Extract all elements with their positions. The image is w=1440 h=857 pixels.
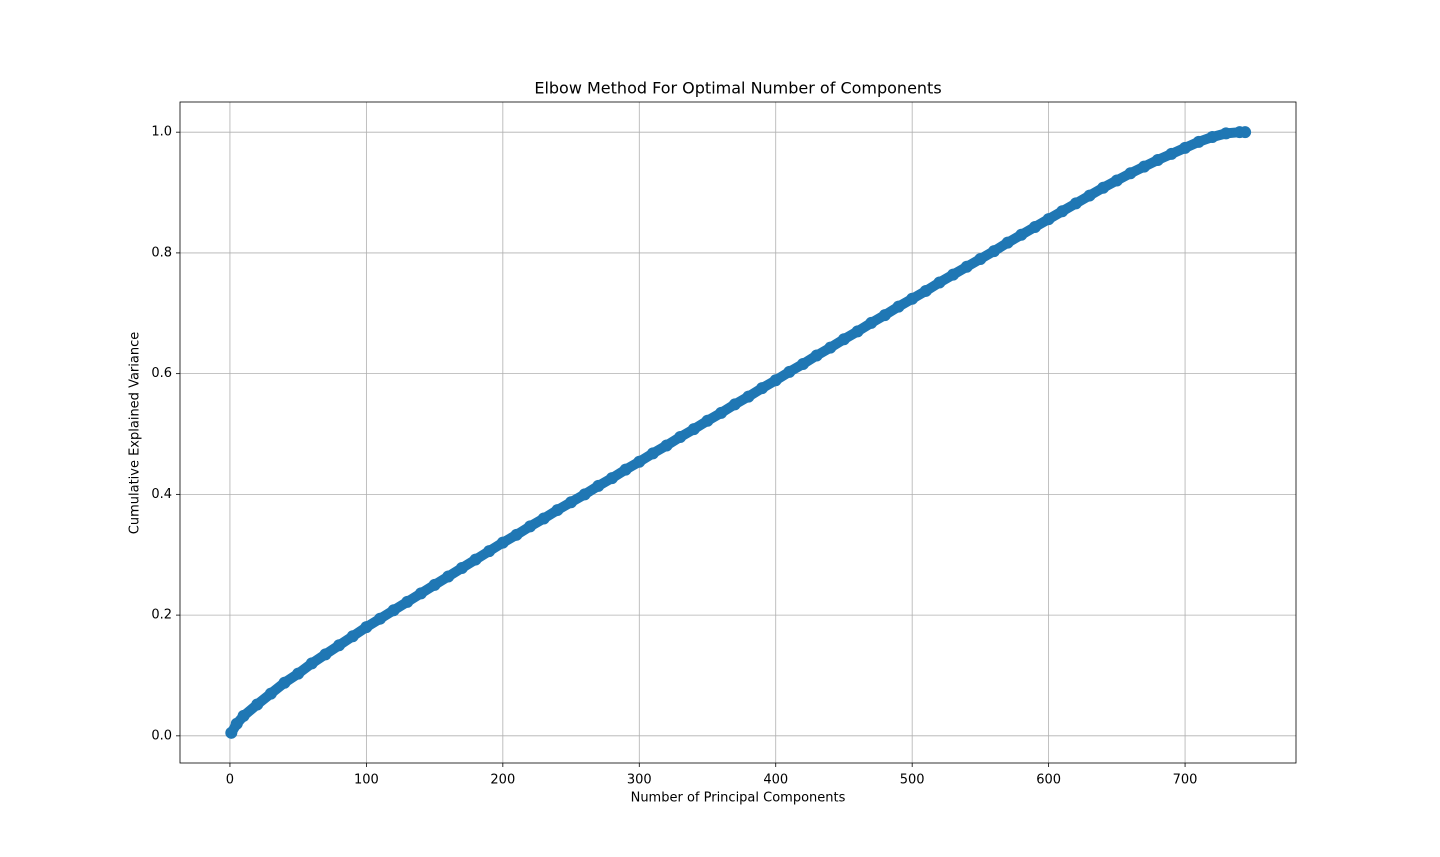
data-point — [769, 374, 782, 387]
data-point — [687, 423, 700, 436]
data-point — [783, 365, 796, 378]
data-point — [701, 414, 714, 427]
data-point — [974, 252, 987, 265]
data-point — [933, 276, 946, 289]
data-point — [1097, 181, 1110, 194]
data-point — [292, 667, 305, 680]
y-tick-label: 0.4 — [151, 487, 172, 502]
data-point — [865, 316, 878, 329]
data-point — [824, 341, 837, 354]
x-axis-label: Number of Principal Components — [631, 791, 846, 806]
data-point — [1192, 135, 1205, 148]
data-point — [742, 390, 755, 403]
data-point — [947, 268, 960, 281]
x-tick-label: 100 — [354, 773, 379, 788]
data-point — [442, 570, 455, 583]
data-point — [878, 309, 891, 322]
data-point — [469, 553, 482, 566]
data-point — [837, 333, 850, 346]
data-point — [565, 496, 578, 509]
data-point — [1056, 205, 1069, 218]
y-tick-label: 0.8 — [151, 245, 172, 260]
data-point — [524, 520, 537, 533]
data-point — [1151, 153, 1164, 166]
data-point — [346, 630, 359, 643]
data-point — [633, 455, 646, 468]
data-point — [401, 595, 414, 608]
data-point — [1028, 220, 1041, 233]
y-tick-label: 1.0 — [151, 125, 172, 140]
data-point — [1206, 131, 1219, 144]
y-tick-label: 0.2 — [151, 608, 172, 623]
data-point — [619, 463, 632, 476]
data-point — [1138, 160, 1151, 173]
data-point — [483, 545, 496, 558]
chart-title: Elbow Method For Optimal Number of Compo… — [534, 79, 941, 98]
data-point — [333, 639, 346, 652]
data-point — [578, 488, 591, 501]
series-line — [226, 127, 1251, 738]
data-point — [1083, 189, 1096, 202]
data-point — [537, 512, 550, 525]
data-point — [510, 528, 523, 541]
plot-frame — [179, 101, 1297, 764]
data-point — [251, 698, 264, 711]
data-point — [374, 612, 387, 625]
data-point — [1220, 127, 1233, 140]
data-point — [660, 439, 673, 452]
data-point — [1015, 228, 1028, 241]
data-point — [906, 292, 919, 305]
data-point — [1042, 213, 1055, 226]
data-point — [728, 398, 741, 411]
x-tick-label: 700 — [1173, 773, 1198, 788]
data-point — [592, 479, 605, 492]
data-point — [646, 447, 659, 460]
data-point — [360, 621, 373, 634]
data-point — [496, 536, 509, 549]
data-point — [428, 578, 441, 591]
y-tick-label: 0.6 — [151, 366, 172, 381]
data-point — [455, 562, 468, 575]
data-point — [305, 657, 318, 670]
y-tick-label: 0.0 — [151, 728, 172, 743]
data-point — [264, 687, 277, 700]
data-point — [715, 406, 728, 419]
x-tick-label: 500 — [900, 773, 925, 788]
data-point — [414, 587, 427, 600]
data-point — [1165, 147, 1178, 160]
data-point — [278, 676, 291, 689]
data-point — [1239, 126, 1252, 139]
data-point — [1179, 141, 1192, 154]
data-point — [387, 604, 400, 617]
data-point — [797, 357, 810, 370]
data-point — [1124, 167, 1137, 180]
data-point — [551, 504, 564, 517]
data-point — [960, 260, 973, 273]
data-point — [810, 349, 823, 362]
data-point — [851, 325, 864, 338]
data-point — [225, 726, 238, 739]
data-point — [237, 709, 250, 722]
x-tick-label: 0 — [226, 773, 234, 788]
x-tick-label: 400 — [763, 773, 788, 788]
data-point — [1069, 197, 1082, 210]
data-point — [892, 300, 905, 313]
data-point — [1001, 236, 1014, 249]
y-axis-label: Cumulative Explained Variance — [128, 332, 143, 534]
x-tick-label: 600 — [1036, 773, 1061, 788]
data-point — [230, 717, 243, 730]
data-point — [1110, 174, 1123, 187]
data-point — [988, 245, 1001, 258]
data-point — [605, 472, 618, 485]
x-tick-label: 200 — [490, 773, 515, 788]
x-tick-label: 300 — [627, 773, 652, 788]
data-point — [319, 648, 332, 661]
data-point — [756, 382, 769, 395]
data-point — [919, 284, 932, 297]
data-point — [674, 431, 687, 444]
